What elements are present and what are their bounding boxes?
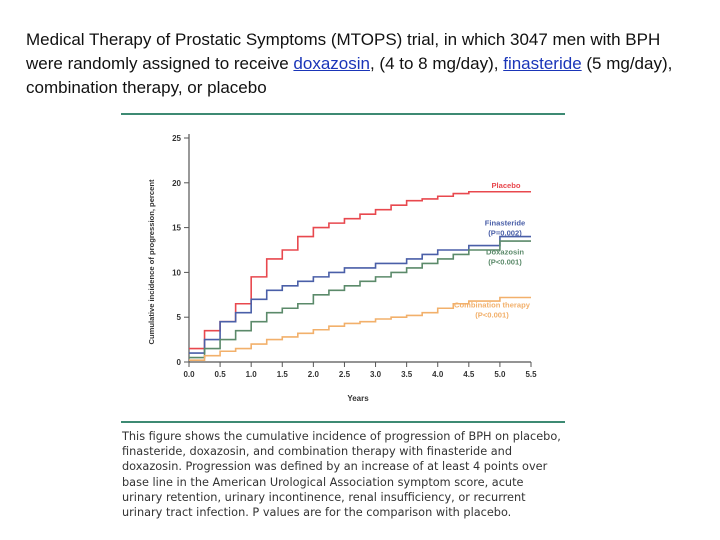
bottom-divider [121, 421, 565, 423]
top-divider [121, 113, 565, 115]
figure-caption: This figure shows the cumulative inciden… [122, 430, 561, 520]
title-text-2: , (4 to 8 mg/day), [369, 54, 504, 73]
finasteride-link[interactable]: finasteride [503, 54, 582, 73]
series-label-finasteride: Finasteride [485, 219, 526, 228]
title-text-3: (5 mg/day), combination therapy, or plac… [26, 54, 673, 97]
y-tick-label: 15 [172, 224, 181, 233]
chart-axes: 0 5 10 15 20 25 0.0 0.5 1.0 1.5 2.0 2.5 3.0 3.5 4.0 4.5… [147, 134, 537, 403]
x-tick-label: 5.5 [525, 370, 537, 379]
series-line-combination-therapy [189, 296, 531, 362]
x-tick-label: 1.5 [277, 370, 289, 379]
y-tick-label: 5 [177, 313, 182, 322]
series-label-combination-therapy: Combination therapy [454, 300, 531, 309]
series-p-value-finasteride: (P=0.002) [488, 229, 522, 238]
y-axis-title: Cumulative incidence of progression, per… [147, 179, 156, 344]
y-tick-label: 10 [172, 268, 181, 277]
doxazosin-link[interactable]: doxazosin [293, 54, 370, 73]
x-tick-label: 0.5 [215, 370, 227, 379]
x-axis-title: Years [347, 394, 369, 403]
x-tick-label: 3.0 [370, 370, 382, 379]
x-tick-label: 2.0 [308, 370, 320, 379]
progression-chart: 0 5 10 15 20 25 0.0 0.5 1.0 1.5 2.0 2.5 3.0 3.5 4.0 4.5… [147, 134, 537, 403]
x-tick-label: 4.5 [463, 370, 475, 379]
series-line-doxazosin [189, 240, 531, 359]
series-p-value-doxazosin: (P<0.001) [488, 258, 522, 267]
title-text-1: Medical Therapy of Prostatic Symptoms (M… [26, 30, 661, 73]
series-line-finasteride [189, 235, 531, 354]
chart-labels: PlaceboFinasteride(P=0.002)Doxazosin(P<0… [454, 181, 531, 320]
chart-series [189, 190, 531, 362]
y-tick-label: 25 [172, 134, 181, 143]
y-tick-label: 20 [172, 179, 181, 188]
series-line-placebo [189, 190, 531, 350]
x-tick-label: 3.5 [401, 370, 413, 379]
slide-title: Medical Therapy of Prostatic Symptoms (M… [26, 28, 696, 100]
x-tick-label: 5.0 [494, 370, 506, 379]
series-label-doxazosin: Doxazosin [486, 248, 524, 257]
series-label-placebo: Placebo [491, 181, 520, 190]
x-tick-label: 0.0 [183, 370, 195, 379]
y-tick-label: 0 [177, 358, 182, 367]
x-tick-label: 1.0 [246, 370, 258, 379]
x-tick-label: 4.0 [432, 370, 444, 379]
series-p-value-combination-therapy: (P<0.001) [475, 310, 509, 319]
x-tick-label: 2.5 [339, 370, 351, 379]
